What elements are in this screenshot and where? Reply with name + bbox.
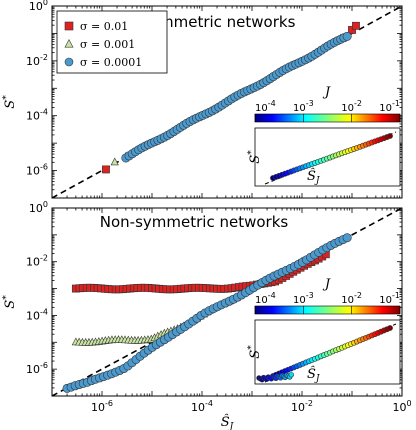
colorbar-tick-label: 10-3 — [293, 99, 314, 114]
colorbar-tick-label: 10-2 — [341, 291, 362, 306]
y-tick-label: 10-6 — [26, 163, 48, 178]
y-tick-label: 10-4 — [26, 108, 48, 123]
y-tick-label: 10-2 — [26, 254, 48, 269]
inset: 10-4 10-3 10-2 10-1 J S* ŜJ — [247, 277, 401, 385]
data-point — [352, 21, 360, 30]
colorbar-tick-label: 10-2 — [341, 99, 362, 114]
inset-x-label: ŜJ — [307, 365, 321, 384]
x-tick-label: 10-4 — [191, 399, 213, 414]
inset-point — [387, 325, 393, 331]
y-axis-label: S* — [2, 295, 18, 309]
legend: σ = 0.01 σ = 0.001 σ = 0.0001 — [56, 10, 168, 74]
inset-y-label: S* — [247, 345, 263, 359]
data-point — [110, 157, 119, 166]
colorbar-label: J — [322, 277, 331, 292]
y-tick-label: 100 — [29, 0, 48, 13]
colorbar-tick-label: 10-4 — [255, 291, 276, 306]
axes-frame — [51, 207, 403, 397]
inset-point — [288, 372, 295, 378]
panel-title: Non-symmetric networks — [100, 213, 289, 231]
y-axis-label: S* — [2, 95, 18, 109]
legend-label: σ = 0.01 — [80, 20, 128, 33]
colorbar — [254, 113, 401, 123]
inset-x-label: ŜJ — [307, 167, 321, 186]
panel-title: Symmetric networks — [141, 13, 296, 31]
plot-area — [52, 208, 402, 396]
legend-marker — [64, 57, 74, 67]
colorbar-tick-label: 10-1 — [379, 291, 400, 306]
plot-area — [52, 6, 402, 198]
legend-label: σ = 0.001 — [80, 38, 135, 51]
y-tick-label: 100 — [29, 200, 48, 215]
series-1 — [102, 21, 360, 174]
axes-frame — [51, 5, 403, 199]
x-axis-label: ŜJ — [221, 413, 235, 430]
panel-2: 10-6 10-4 10-2 100 10-6 10-4 10-2 100 Non-symmet… — [2, 200, 412, 430]
data-point — [342, 31, 352, 41]
series-3 — [62, 233, 352, 393]
x-tick-label: 100 — [392, 399, 411, 414]
inset-point — [387, 133, 393, 139]
colorbar-label: J — [322, 85, 331, 100]
y-tick-label: 10-4 — [26, 307, 48, 322]
colorbar-tick-label: 10-3 — [293, 291, 314, 306]
legend-box — [56, 10, 168, 74]
y-tick-label: 10-2 — [26, 53, 48, 68]
x-tick-label: 10-6 — [91, 399, 113, 414]
data-point — [342, 233, 352, 243]
series-3 — [121, 31, 352, 163]
inset: 10-4 10-3 10-2 10-1 J S* ŜJ — [247, 85, 401, 187]
legend-marker — [64, 38, 74, 48]
x-tick-label: 10-2 — [291, 399, 313, 414]
colorbar-tick-label: 10-1 — [379, 99, 400, 114]
colorbar — [254, 305, 401, 315]
inset-y-label: S* — [247, 150, 263, 164]
legend-label: σ = 0.0001 — [80, 56, 142, 69]
legend-marker — [64, 21, 74, 31]
colorbar-tick-label: 10-4 — [255, 99, 276, 114]
data-point — [348, 26, 356, 34]
data-point — [102, 165, 110, 174]
y-tick-label: 10-6 — [26, 361, 48, 376]
panel-1: 10-6 10-4 10-2 100 Symmetric networks S* σ = 0… — [2, 0, 403, 199]
